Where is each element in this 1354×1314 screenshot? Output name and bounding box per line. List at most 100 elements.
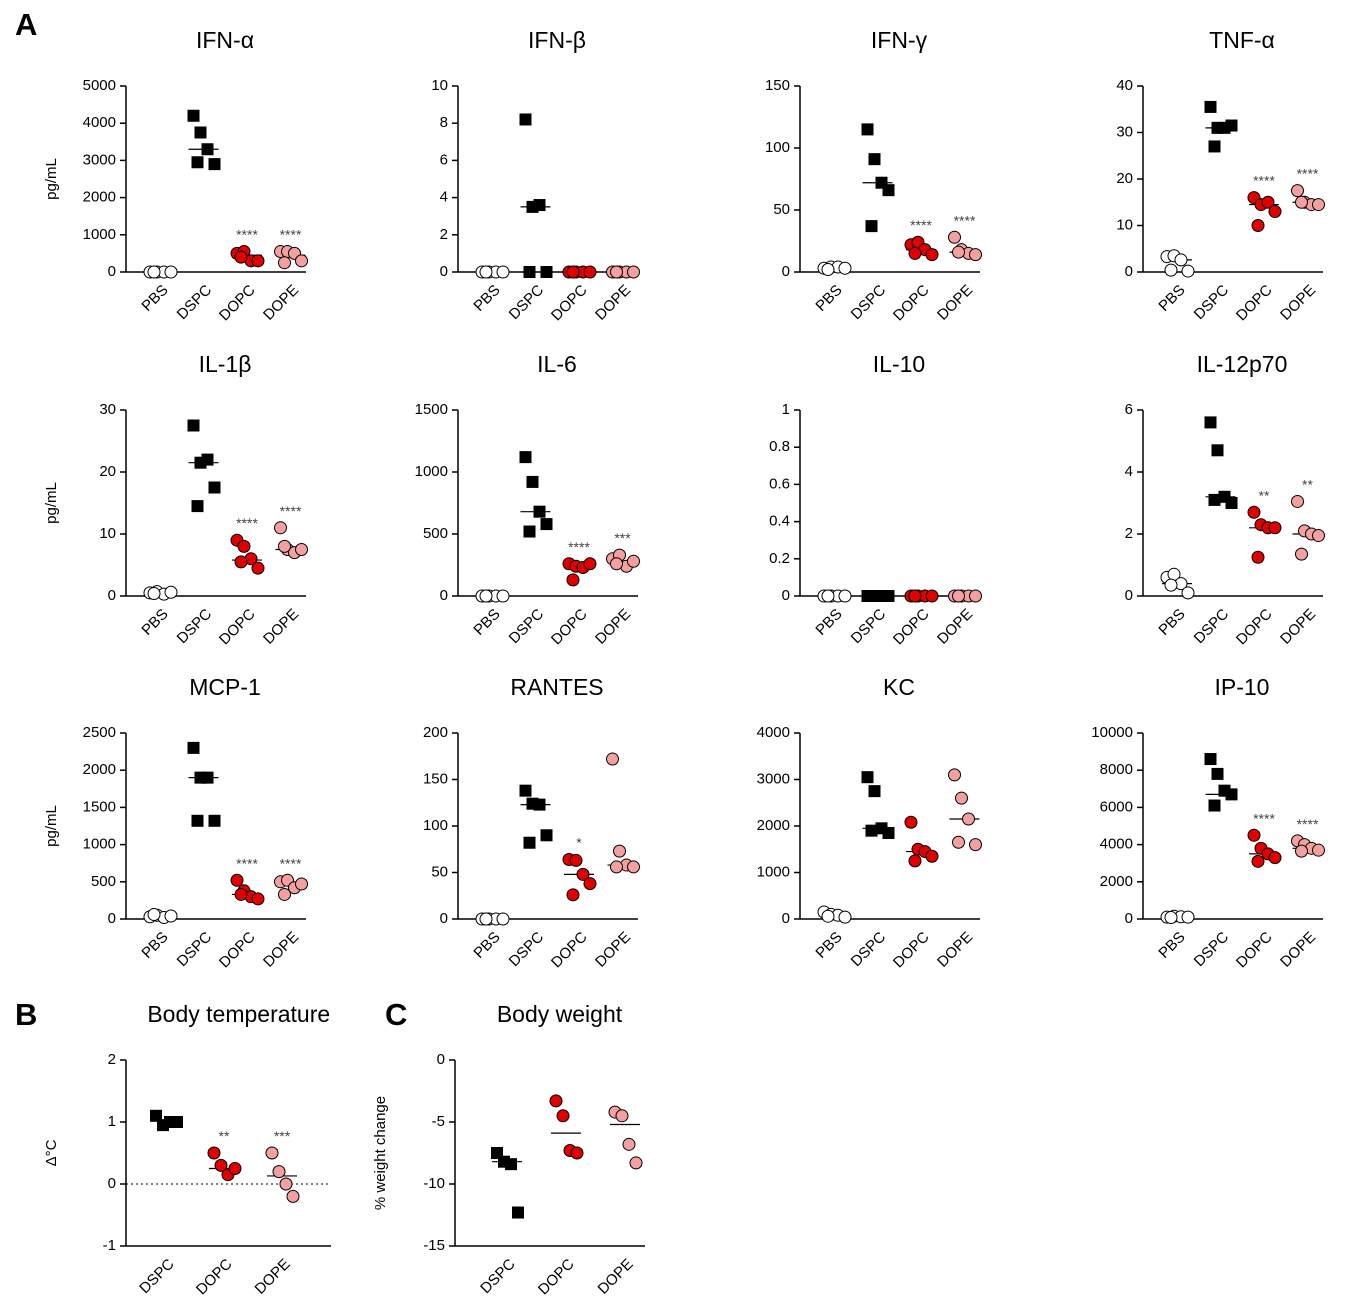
significance-label: **** (236, 515, 258, 531)
data-point (1181, 264, 1195, 278)
subplot: IFN-β 0 2 4 6 8 10 PBS DSPC DOPC DOPE (431, 27, 640, 325)
data-point (1181, 910, 1195, 924)
y-tick-label: 1000 (83, 836, 116, 853)
y-tick-label: 20 (99, 463, 116, 480)
significance-label: **** (1253, 173, 1275, 189)
data-point (164, 585, 178, 599)
subplot: C Body weight % weight change -15 -10 -5 0 DSPC… (372, 997, 645, 1298)
data-point (821, 589, 835, 603)
data-point (519, 113, 532, 126)
subplot: RANTES 0 50 100 150 200 PBS DSPC DOPC * DOPE (423, 674, 640, 971)
y-tick-label: 0 (1125, 263, 1133, 280)
x-tick-label: PBS (470, 606, 503, 639)
x-tick-label: DOPC (890, 282, 933, 325)
y-tick-label: 10 (1116, 216, 1133, 233)
x-tick-label: DOPE (1277, 606, 1319, 648)
y-tick-label: -5 (432, 1113, 445, 1130)
data-point (1211, 444, 1224, 457)
subplot-title: MCP-1 (189, 674, 261, 700)
data-point (868, 153, 881, 166)
subplot-title: IL-12p70 (1197, 351, 1288, 377)
y-tick-label: 2 (1125, 525, 1133, 542)
subplot-title: IFN-β (528, 27, 586, 53)
y-tick-label: 30 (99, 401, 116, 418)
subplot: IP-10 0 2000 4000 6000 8000 10000 PBS DSPC DOPC **… (1091, 674, 1325, 971)
data-point (908, 589, 922, 603)
x-tick-label: PBS (812, 606, 845, 639)
data-point (566, 265, 580, 279)
data-point (1208, 140, 1221, 153)
significance-label: *** (274, 1128, 291, 1144)
data-point (821, 909, 835, 923)
data-point (147, 265, 161, 279)
data-point (286, 1189, 300, 1203)
data-point (265, 1146, 279, 1160)
data-point (272, 1165, 286, 1179)
y-tick-label: 0 (108, 587, 116, 604)
data-point (533, 505, 546, 518)
x-tick-label: DOPE (260, 606, 302, 648)
x-tick-label: DSPC (848, 606, 890, 648)
x-tick-label: DOPE (592, 282, 634, 324)
y-tick-label: 200 (423, 724, 448, 741)
y-tick-label: 0 (437, 1051, 445, 1068)
significance-label: **** (568, 539, 590, 555)
y-axis-label: pg/mL (43, 482, 60, 524)
y-tick-label: 0 (1125, 587, 1133, 604)
data-point (523, 836, 536, 849)
y-tick-label: -10 (423, 1175, 445, 1192)
data-point (583, 877, 597, 891)
data-point (838, 589, 852, 603)
subplot: B Body temperature Δ°C -1 0 1 2 DSPC DOPC ** DOPE *… (15, 997, 331, 1298)
x-tick-label: DSPC (477, 1256, 519, 1298)
data-point (1225, 119, 1238, 132)
data-point (201, 771, 214, 784)
data-point (952, 245, 965, 259)
y-tick-label: 0.6 (769, 475, 790, 492)
data-point (569, 853, 583, 867)
data-point (610, 557, 623, 571)
data-point (191, 814, 204, 827)
y-tick-label: 150 (423, 770, 448, 787)
data-point (191, 156, 204, 169)
data-point (627, 265, 640, 279)
y-tick-label: 0 (108, 263, 116, 280)
data-point (278, 539, 291, 553)
data-point (208, 481, 221, 494)
data-point (1295, 195, 1308, 209)
significance-label: **** (910, 217, 932, 233)
data-point (228, 1162, 242, 1175)
subplot-title: IL-6 (537, 351, 577, 377)
data-point (583, 557, 597, 571)
data-point (230, 873, 244, 887)
y-tick-label: 100 (423, 817, 448, 834)
data-point (1181, 586, 1195, 600)
data-point (208, 158, 221, 171)
x-tick-label: DSPC (506, 282, 548, 324)
y-tick-label: 0.2 (769, 550, 790, 567)
y-tick-label: 6 (1125, 401, 1133, 418)
data-point (187, 109, 200, 122)
x-tick-label: PBS (1155, 606, 1188, 639)
data-point (278, 887, 291, 901)
x-tick-label: PBS (470, 929, 503, 962)
data-point (570, 1146, 584, 1160)
x-tick-label: DOPE (934, 282, 976, 324)
subplot-title: KC (883, 674, 915, 700)
data-point (251, 561, 265, 575)
x-tick-label: DOPC (193, 1256, 236, 1299)
data-point (952, 589, 965, 603)
x-tick-label: PBS (138, 282, 171, 315)
subplot-title: IL-1β (199, 351, 252, 377)
data-point (1211, 767, 1224, 780)
data-point (925, 589, 939, 603)
data-point (882, 590, 895, 602)
x-tick-label: DSPC (848, 929, 890, 971)
y-tick-label: 0 (440, 263, 448, 280)
y-tick-label: 3000 (83, 151, 116, 168)
y-tick-label: 3000 (757, 770, 790, 787)
data-point (1164, 578, 1178, 592)
y-tick-label: 0.8 (769, 438, 790, 455)
x-tick-label: DOPC (548, 282, 591, 325)
data-point (1295, 547, 1308, 561)
